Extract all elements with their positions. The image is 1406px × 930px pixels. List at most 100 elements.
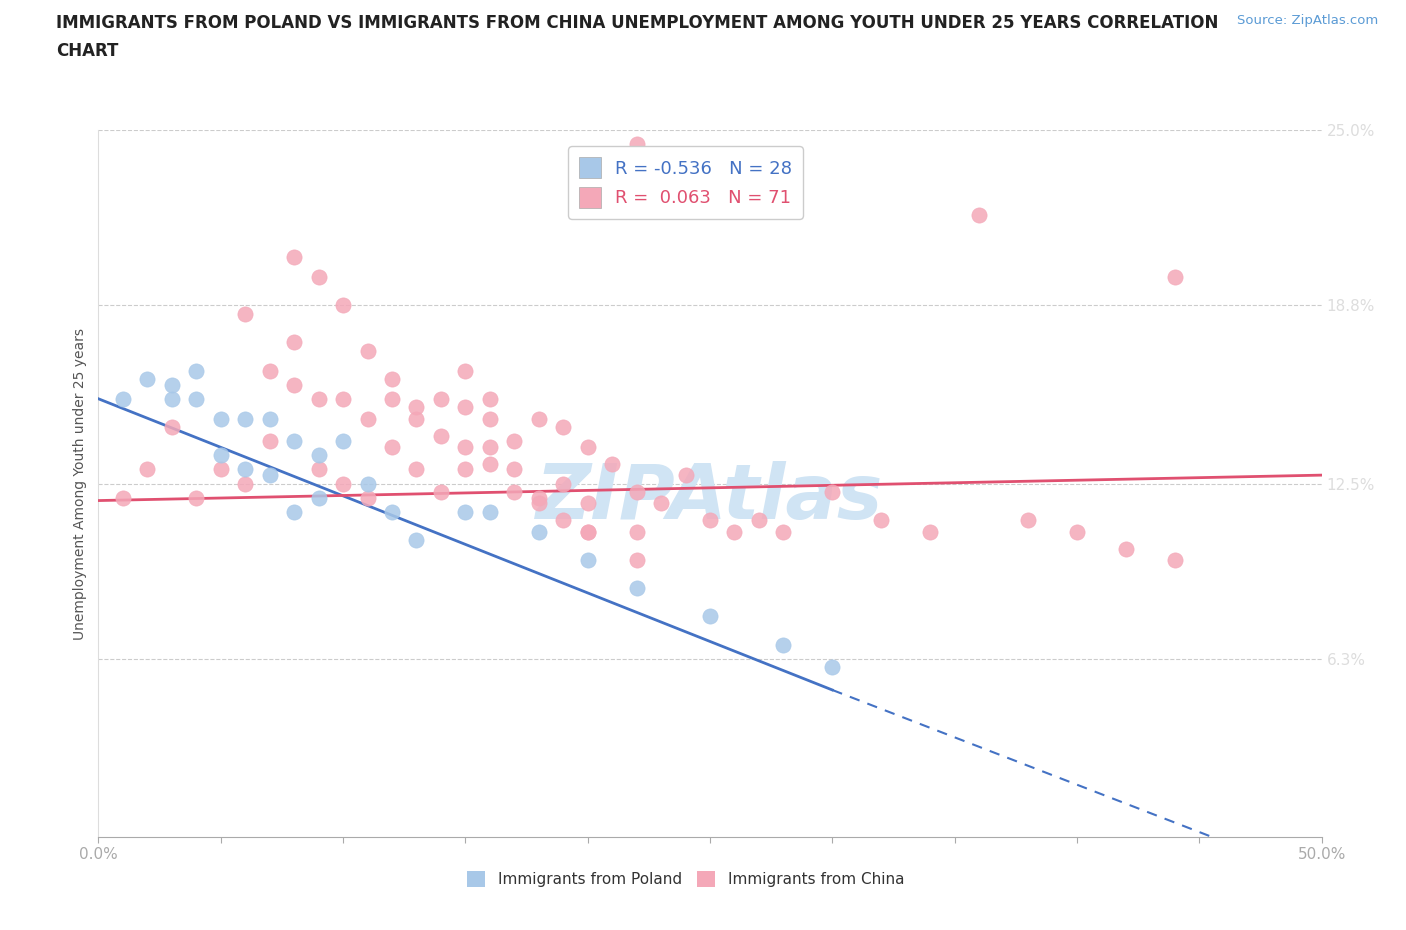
Point — [870, 513, 893, 528]
Point — [553, 476, 575, 491]
Point — [527, 525, 550, 539]
Point — [576, 439, 599, 454]
Point — [283, 250, 305, 265]
Point — [454, 363, 477, 378]
Point — [283, 378, 305, 392]
Point — [478, 504, 501, 519]
Point — [160, 378, 183, 392]
Point — [626, 552, 648, 567]
Point — [356, 490, 378, 505]
Point — [259, 363, 281, 378]
Point — [626, 580, 648, 595]
Point — [772, 525, 794, 539]
Point — [454, 504, 477, 519]
Point — [283, 335, 305, 350]
Point — [503, 433, 526, 448]
Point — [356, 476, 378, 491]
Point — [527, 411, 550, 426]
Point — [430, 428, 453, 443]
Point — [233, 476, 256, 491]
Point — [430, 392, 453, 406]
Point — [405, 533, 427, 548]
Legend: Immigrants from Poland, Immigrants from China: Immigrants from Poland, Immigrants from … — [461, 865, 910, 893]
Point — [209, 448, 232, 463]
Point — [259, 411, 281, 426]
Point — [576, 552, 599, 567]
Point — [381, 439, 404, 454]
Point — [1066, 525, 1088, 539]
Point — [136, 462, 159, 477]
Point — [209, 462, 232, 477]
Point — [405, 400, 427, 415]
Point — [772, 637, 794, 652]
Point — [233, 462, 256, 477]
Point — [283, 433, 305, 448]
Point — [136, 372, 159, 387]
Point — [1017, 513, 1039, 528]
Point — [160, 419, 183, 434]
Point — [259, 433, 281, 448]
Point — [748, 513, 770, 528]
Point — [626, 525, 648, 539]
Point — [626, 485, 648, 499]
Point — [920, 525, 942, 539]
Point — [308, 392, 330, 406]
Point — [1164, 270, 1187, 285]
Point — [308, 270, 330, 285]
Text: ZIPAtlas: ZIPAtlas — [536, 460, 884, 535]
Point — [186, 392, 208, 406]
Point — [430, 485, 453, 499]
Point — [699, 609, 721, 624]
Point — [405, 462, 427, 477]
Point — [1115, 541, 1137, 556]
Point — [527, 490, 550, 505]
Point — [332, 392, 354, 406]
Point — [576, 525, 599, 539]
Text: IMMIGRANTS FROM POLAND VS IMMIGRANTS FROM CHINA UNEMPLOYMENT AMONG YOUTH UNDER 2: IMMIGRANTS FROM POLAND VS IMMIGRANTS FRO… — [56, 14, 1219, 32]
Point — [650, 496, 672, 511]
Point — [233, 411, 256, 426]
Point — [259, 468, 281, 483]
Point — [308, 490, 330, 505]
Point — [553, 513, 575, 528]
Point — [675, 468, 697, 483]
Point — [308, 448, 330, 463]
Point — [503, 485, 526, 499]
Point — [308, 462, 330, 477]
Y-axis label: Unemployment Among Youth under 25 years: Unemployment Among Youth under 25 years — [73, 327, 87, 640]
Point — [332, 476, 354, 491]
Point — [699, 513, 721, 528]
Point — [381, 392, 404, 406]
Point — [478, 411, 501, 426]
Point — [454, 462, 477, 477]
Point — [626, 137, 648, 152]
Point — [186, 490, 208, 505]
Point — [1164, 552, 1187, 567]
Point — [405, 411, 427, 426]
Point — [454, 439, 477, 454]
Point — [381, 372, 404, 387]
Point — [160, 392, 183, 406]
Point — [576, 496, 599, 511]
Point — [381, 504, 404, 519]
Point — [600, 457, 623, 472]
Point — [527, 496, 550, 511]
Point — [209, 411, 232, 426]
Point — [454, 400, 477, 415]
Point — [821, 485, 844, 499]
Point — [723, 525, 745, 539]
Point — [478, 392, 501, 406]
Point — [821, 660, 844, 675]
Point — [111, 490, 134, 505]
Point — [233, 307, 256, 322]
Point — [332, 298, 354, 312]
Point — [356, 343, 378, 358]
Point — [186, 363, 208, 378]
Point — [332, 433, 354, 448]
Point — [576, 525, 599, 539]
Point — [503, 462, 526, 477]
Point — [478, 457, 501, 472]
Text: Source: ZipAtlas.com: Source: ZipAtlas.com — [1237, 14, 1378, 27]
Point — [478, 439, 501, 454]
Point — [111, 392, 134, 406]
